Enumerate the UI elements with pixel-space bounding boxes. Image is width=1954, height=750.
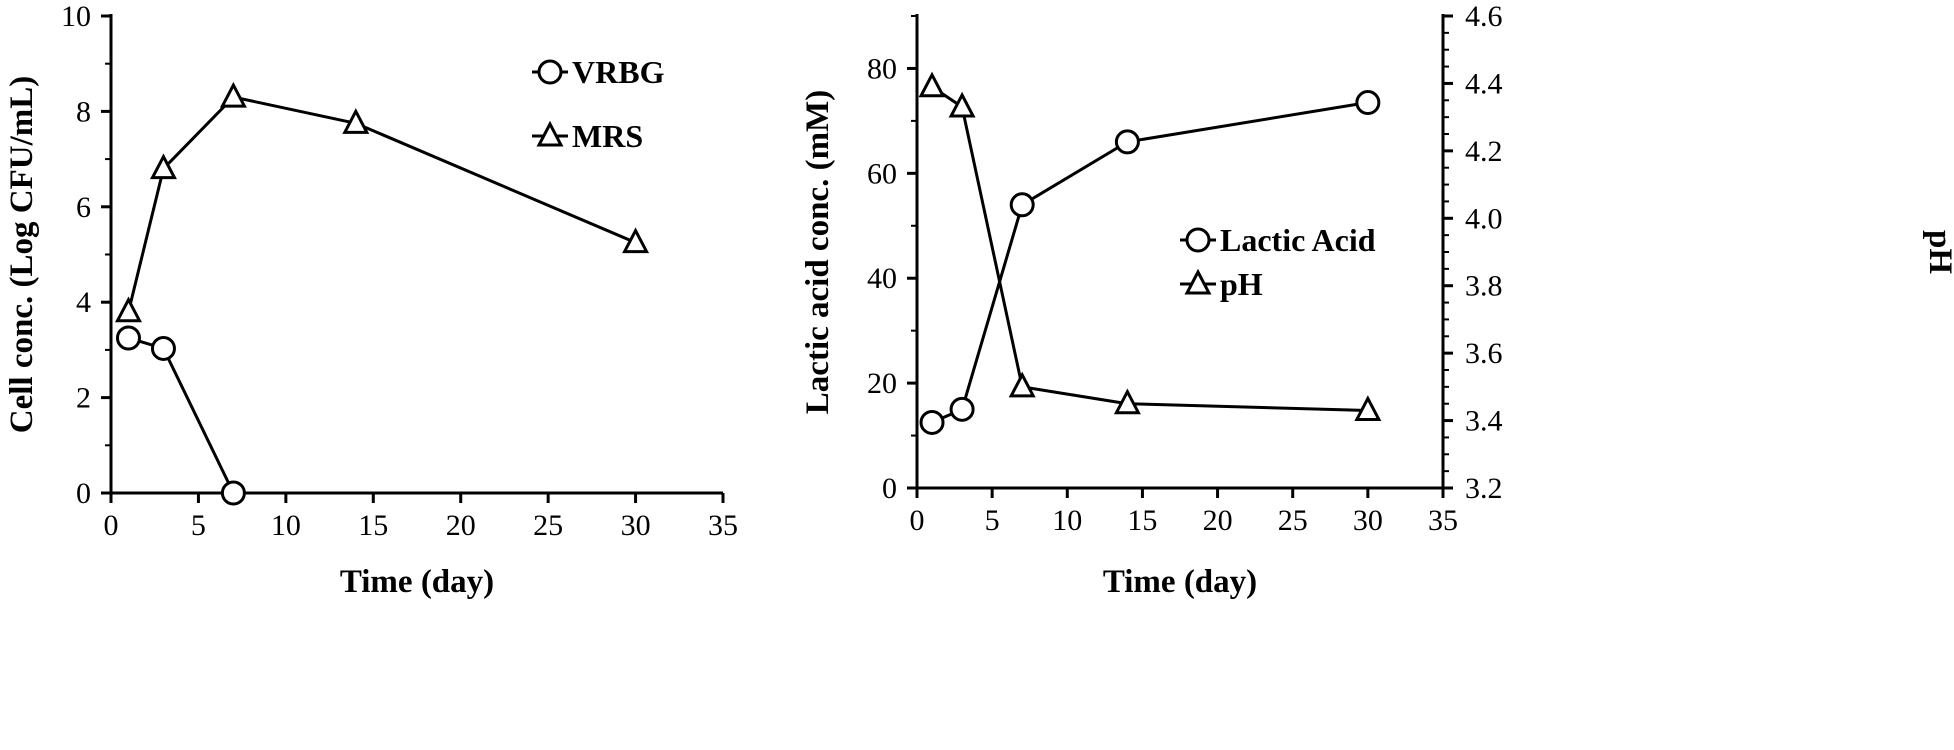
x-tick-label: 15 bbox=[1127, 504, 1157, 537]
y-tick-label: 0 bbox=[76, 477, 91, 510]
data-point-lactic-acid bbox=[1009, 192, 1035, 218]
data-point-lactic-acid bbox=[949, 396, 975, 422]
legend-label: pH bbox=[1220, 266, 1263, 302]
data-point-lactic-acid bbox=[1114, 129, 1140, 155]
y2-tick-label: 4.6 bbox=[1465, 0, 1503, 33]
x-tick-label: 20 bbox=[1203, 504, 1233, 537]
y2-tick-label: 4.2 bbox=[1465, 135, 1503, 168]
y-tick-label: 40 bbox=[867, 262, 897, 295]
data-point-vrbg bbox=[220, 480, 246, 506]
data-point-ph bbox=[1354, 395, 1382, 421]
x-tick-label: 25 bbox=[1278, 504, 1308, 537]
legend-marker-circle bbox=[1185, 227, 1211, 253]
y2-tick-label: 3.8 bbox=[1465, 270, 1503, 303]
x-tick-label: 20 bbox=[446, 509, 476, 542]
x-tick-label: 0 bbox=[104, 509, 119, 542]
y-tick-label: 6 bbox=[76, 191, 91, 224]
y-axis-label: Cell conc. (Log CFU/mL) bbox=[4, 76, 40, 433]
y-tick-label: 80 bbox=[867, 52, 897, 85]
data-point-mrs bbox=[219, 81, 247, 108]
legend-marker-circle bbox=[537, 59, 563, 85]
x-tick-label: 5 bbox=[985, 504, 1000, 537]
y2-tick-label: 3.6 bbox=[1465, 337, 1503, 370]
y2-axis-label: pH bbox=[1922, 230, 1954, 274]
x-tick-label: 30 bbox=[621, 509, 651, 542]
data-point-ph bbox=[948, 91, 976, 118]
x-tick-label: 35 bbox=[1428, 504, 1458, 537]
x-tick-label: 30 bbox=[1353, 504, 1383, 537]
data-point-vrbg bbox=[150, 335, 176, 361]
legend-label: Lactic Acid bbox=[1220, 222, 1376, 258]
series-line-mrs bbox=[127, 95, 637, 313]
x-tick-label: 35 bbox=[708, 509, 738, 542]
x-tick-label: 0 bbox=[910, 504, 925, 537]
data-point-vrbg bbox=[115, 325, 141, 351]
y-tick-label: 2 bbox=[76, 382, 91, 415]
y-tick-label: 8 bbox=[76, 95, 91, 128]
data-point-mrs bbox=[622, 227, 650, 254]
data-point-lactic-acid bbox=[919, 409, 945, 435]
y2-tick-label: 4.0 bbox=[1465, 202, 1503, 235]
y-tick-label: 60 bbox=[867, 157, 897, 190]
chart-2: 0 5 10 15 20 25 30 35 0 20 40 60 80 3.2 3.4 3.6 3.8 4.0 4.… bbox=[800, 0, 1954, 600]
data-point-mrs bbox=[342, 108, 370, 134]
x-tick-label: 5 bbox=[191, 509, 206, 542]
x-axis-label: Time (day) bbox=[340, 564, 494, 600]
x-tick-label: 10 bbox=[1052, 504, 1082, 537]
y-tick-label: 4 bbox=[76, 286, 91, 319]
x-axis-label: Time (day) bbox=[1103, 564, 1257, 600]
data-point-mrs bbox=[149, 153, 177, 180]
legend-label: MRS bbox=[572, 118, 643, 154]
legend-marker-triangle bbox=[1184, 268, 1212, 295]
data-point-lactic-acid bbox=[1355, 90, 1381, 116]
y-tick-label: 20 bbox=[867, 367, 897, 400]
y2-tick-label: 3.4 bbox=[1465, 405, 1503, 438]
legend-marker-triangle bbox=[536, 120, 564, 147]
x-tick-label: 25 bbox=[533, 509, 563, 542]
y2-tick-label: 4.4 bbox=[1465, 67, 1503, 100]
data-point-mrs bbox=[115, 296, 142, 323]
y-tick-label: 10 bbox=[61, 0, 91, 33]
legend-label: VRBG bbox=[572, 54, 665, 90]
x-tick-label: 15 bbox=[358, 509, 388, 542]
series-line-vrbg bbox=[128, 336, 235, 494]
chart-1: 0 5 10 15 20 25 30 35 0 2 4 6 8 10 Time (day) Cell conc… bbox=[4, 0, 738, 600]
series-line-lactic-acid bbox=[931, 101, 1369, 424]
data-point-ph bbox=[918, 71, 946, 98]
data-point-ph bbox=[1113, 388, 1141, 415]
y2-tick-label: 3.2 bbox=[1465, 472, 1503, 505]
data-point-ph bbox=[1008, 371, 1036, 398]
y-axis-label: Lactic acid conc. (mM) bbox=[800, 90, 836, 414]
x-tick-label: 10 bbox=[271, 509, 301, 542]
y-tick-label: 0 bbox=[882, 472, 897, 505]
